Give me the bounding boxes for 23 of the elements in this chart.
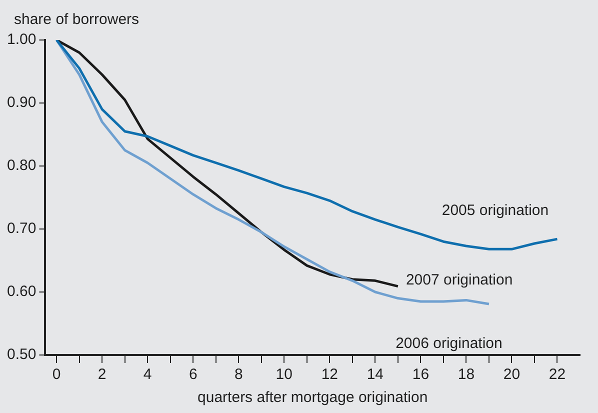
x-tick-label: 0: [52, 366, 61, 384]
x-tick-label: 12: [321, 366, 338, 384]
x-axis-title: quarters after mortgage origination: [198, 389, 428, 406]
x-tick-label: 10: [276, 366, 292, 384]
y-tick-label: 0.50: [6, 346, 36, 364]
x-tick-label: 22: [548, 366, 566, 384]
x-tick-label: 18: [458, 366, 475, 384]
y-tick-label: 0.90: [6, 94, 36, 112]
x-tick-label: 2: [98, 366, 106, 384]
y-tick-label: 0.80: [6, 157, 36, 174]
x-tick-label: 14: [366, 366, 384, 384]
x-tick-label: 6: [188, 366, 198, 384]
series-label: 2005 origination: [442, 202, 549, 220]
x-tick-label: 8: [234, 366, 243, 384]
text: 2006 origination: [396, 335, 502, 352]
y-tick-label: 0.60: [6, 283, 36, 300]
series-label: 2007 origination: [406, 271, 513, 288]
y-tick-label: 1.00: [6, 31, 36, 48]
x-tick-label: 20: [503, 366, 520, 384]
x-tick-label: 16: [412, 366, 430, 384]
x-tick-label: 4: [143, 366, 152, 384]
y-axis-title: share of borrowers: [14, 11, 140, 28]
y-tick-label: 0.70: [6, 220, 36, 238]
